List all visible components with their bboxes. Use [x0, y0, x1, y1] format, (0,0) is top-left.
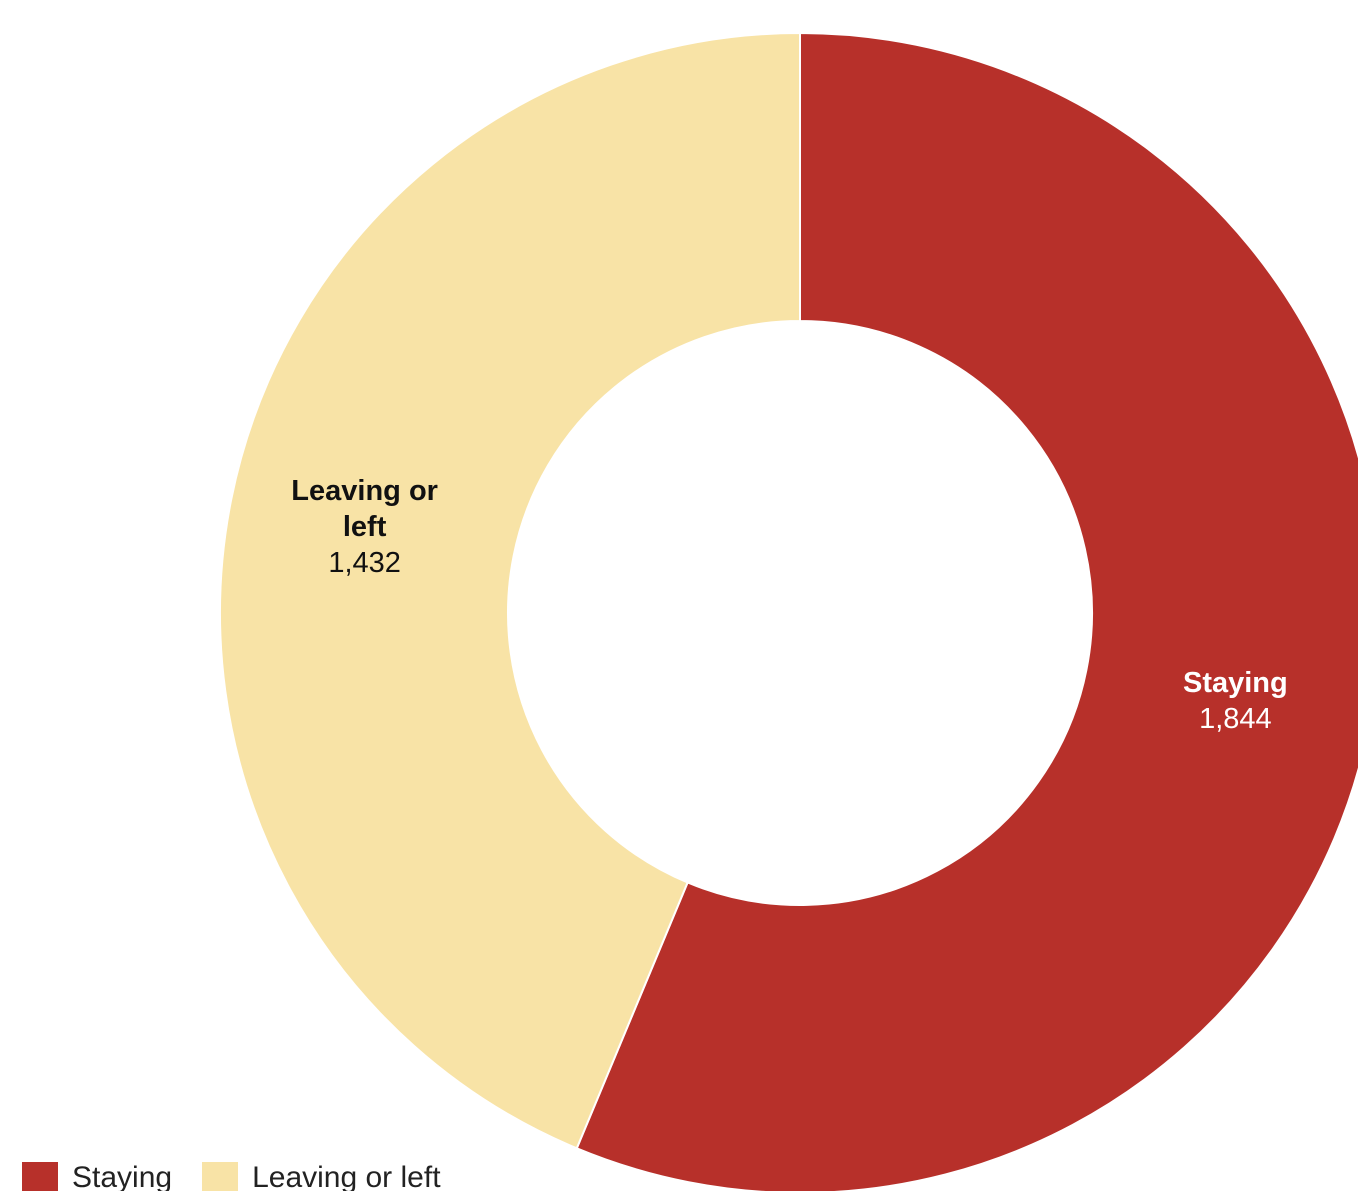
- slice-label-name: left: [343, 511, 387, 543]
- legend-swatch-staying: [22, 1162, 58, 1191]
- donut-slice-leaving-or-left[interactable]: [219, 31, 801, 1150]
- donut-slice-staying[interactable]: [575, 31, 1358, 1191]
- legend-label-leaving-or-left: Leaving or left: [252, 1161, 441, 1191]
- slice-label-name: Staying: [1183, 667, 1288, 699]
- legend: Staying Leaving or left: [22, 1160, 471, 1191]
- donut-slices: [219, 31, 1358, 1191]
- legend-label-staying: Staying: [72, 1161, 173, 1191]
- slice-label-value: 1,432: [328, 547, 401, 579]
- legend-item-leaving-or-left[interactable]: Leaving or left: [202, 1160, 441, 1191]
- slice-label-staying: Staying 1,844: [1183, 667, 1288, 735]
- slice-label-value: 1,844: [1199, 703, 1272, 735]
- legend-item-staying[interactable]: Staying: [22, 1160, 172, 1191]
- legend-swatch-leaving-or-left: [202, 1162, 239, 1191]
- slice-labels: Staying 1,844 Leaving or left 1,432: [291, 475, 1287, 735]
- slice-label-leaving-or-left: Leaving or left 1,432: [291, 475, 438, 579]
- slice-label-name: Leaving or: [291, 475, 438, 507]
